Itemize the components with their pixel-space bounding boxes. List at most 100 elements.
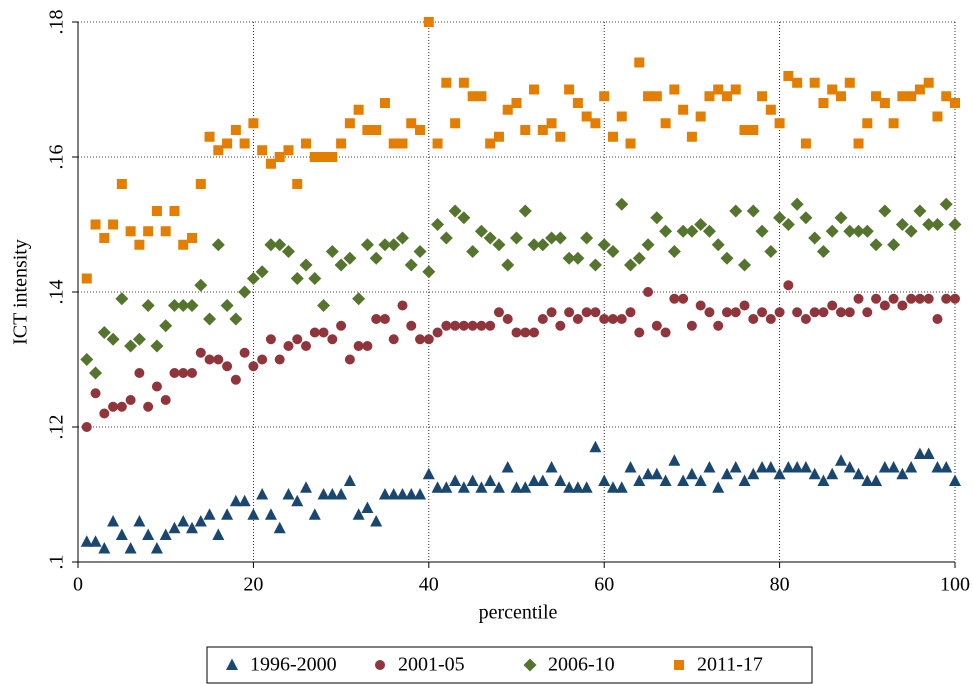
point (773, 467, 786, 480)
point (142, 528, 155, 540)
point (739, 125, 750, 135)
point (336, 320, 347, 331)
point (116, 401, 127, 412)
point (81, 422, 92, 432)
point (406, 118, 417, 129)
point (721, 307, 732, 318)
point (554, 474, 567, 486)
point (825, 224, 839, 238)
point (853, 138, 864, 149)
point (757, 91, 768, 102)
point (458, 77, 469, 88)
point (448, 204, 462, 218)
point (599, 91, 610, 102)
point (387, 238, 401, 252)
point (853, 293, 864, 304)
point (265, 334, 276, 345)
point (729, 461, 742, 473)
point (246, 272, 260, 285)
point (827, 84, 838, 95)
point (379, 314, 390, 324)
point (308, 272, 322, 285)
point (116, 179, 127, 189)
point (607, 314, 618, 324)
point (432, 138, 443, 149)
point (660, 327, 671, 338)
point (107, 515, 120, 527)
point (790, 197, 804, 211)
point (301, 341, 312, 351)
point (852, 467, 865, 480)
point (257, 354, 268, 365)
point (800, 314, 811, 324)
point (553, 231, 567, 245)
point (756, 461, 769, 473)
point (904, 224, 918, 238)
point (581, 111, 592, 122)
point (89, 535, 102, 547)
legend-label: 2011-17 (697, 654, 763, 676)
point (221, 508, 234, 520)
point (950, 293, 960, 304)
point (343, 474, 356, 486)
point (799, 211, 813, 225)
point (905, 461, 918, 473)
point (923, 77, 934, 88)
point (239, 347, 250, 358)
point (186, 521, 199, 534)
point (834, 454, 847, 466)
point (422, 467, 435, 480)
point (150, 339, 164, 353)
point (685, 467, 698, 480)
point (590, 307, 601, 318)
point (702, 224, 716, 238)
y-tick-label: .16 (46, 145, 68, 170)
point (932, 111, 943, 122)
point (115, 292, 129, 306)
point (176, 299, 190, 312)
point (529, 84, 540, 95)
point (239, 138, 250, 149)
point (493, 307, 504, 318)
point (274, 152, 285, 162)
legend-marker (226, 658, 238, 670)
point (843, 461, 856, 473)
point (713, 320, 724, 331)
point (273, 521, 286, 534)
point (273, 238, 287, 252)
point (897, 300, 908, 311)
point (720, 467, 733, 480)
point (764, 245, 778, 258)
point (212, 528, 225, 540)
point (721, 91, 732, 102)
point (502, 104, 513, 115)
point (204, 131, 215, 142)
point (360, 238, 374, 252)
point (388, 138, 399, 149)
point (888, 293, 899, 304)
point (686, 131, 697, 142)
point (222, 138, 233, 149)
point (871, 91, 882, 102)
point (90, 219, 101, 230)
point (132, 332, 146, 346)
point (361, 501, 374, 513)
y-axis-label: ICT intensity (10, 239, 32, 345)
point (318, 152, 329, 162)
point (379, 98, 390, 108)
point (808, 231, 822, 245)
point (211, 238, 225, 252)
point (871, 293, 882, 304)
point (97, 326, 111, 339)
point (143, 226, 154, 237)
point (695, 111, 706, 122)
point (185, 299, 199, 312)
point (485, 138, 496, 149)
point (781, 218, 795, 231)
point (843, 224, 857, 238)
point (264, 238, 278, 252)
point (659, 224, 673, 238)
x-tick-label: 0 (73, 574, 83, 596)
point (134, 239, 145, 250)
